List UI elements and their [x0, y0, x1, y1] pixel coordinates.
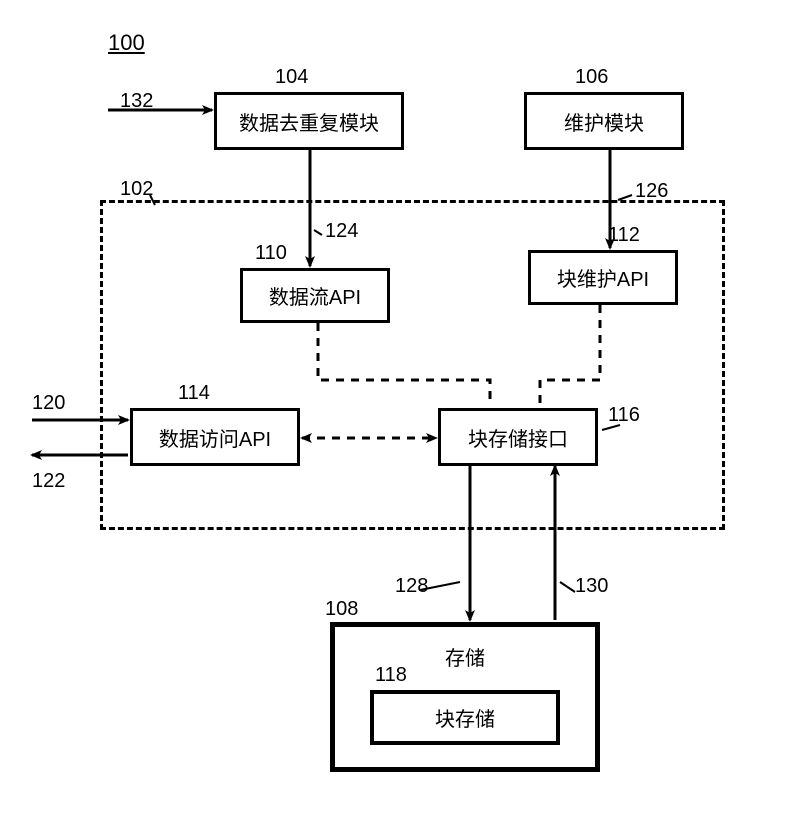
ref-112: 112 — [608, 224, 640, 247]
ref-122: 122 — [32, 470, 65, 493]
ref-106: 106 — [575, 66, 608, 89]
figure-number: 100 — [108, 30, 145, 56]
node-block-storage: 块存储 — [370, 690, 560, 745]
node-data-access-api: 数据访问API — [130, 408, 300, 466]
ref-116: 116 — [608, 404, 640, 427]
ref-120: 120 — [32, 392, 65, 415]
node-maintenance-module: 维护模块 — [524, 92, 684, 150]
ref-126: 126 — [635, 180, 668, 203]
node-label: 维护模块 — [564, 107, 644, 136]
node-label: 块存储接口 — [468, 423, 568, 452]
node-block-storage-if: 块存储接口 — [438, 408, 598, 466]
node-label: 存储 — [335, 642, 595, 671]
edge — [560, 582, 575, 592]
diagram-stage: 100 数据去重复模块 维护模块 数据流API 块维护API 数据访问API 块… — [0, 0, 800, 833]
node-label: 数据去重复模块 — [239, 107, 379, 136]
node-label: 块存储 — [435, 703, 495, 732]
ref-128: 128 — [395, 575, 428, 598]
node-block-maint-api: 块维护API — [528, 250, 678, 305]
ref-130: 130 — [575, 575, 608, 598]
ref-118: 118 — [375, 664, 407, 687]
ref-102: 102 — [120, 178, 153, 201]
node-label: 数据访问API — [159, 423, 271, 452]
ref-108: 108 — [325, 598, 358, 621]
ref-124: 124 — [325, 220, 358, 243]
ref-110: 110 — [255, 242, 287, 265]
ref-132: 132 — [120, 90, 153, 113]
node-label: 块维护API — [557, 263, 649, 292]
node-dedup-module: 数据去重复模块 — [214, 92, 404, 150]
ref-114: 114 — [178, 382, 210, 405]
node-datastream-api: 数据流API — [240, 268, 390, 323]
ref-104: 104 — [275, 66, 308, 89]
node-label: 数据流API — [269, 281, 361, 310]
